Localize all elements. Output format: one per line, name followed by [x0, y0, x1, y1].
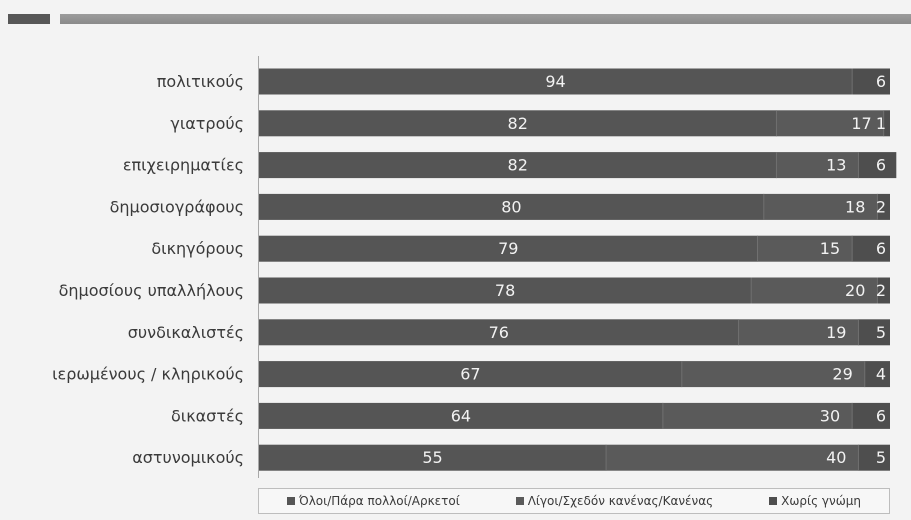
data-label-series-1: 15	[820, 239, 840, 258]
bar-segment-series-2	[864, 361, 890, 388]
legend-swatch-no-opinion	[769, 497, 778, 505]
data-label-series-0: 79	[498, 239, 518, 258]
category-label: δικηγόρους	[151, 239, 244, 258]
bar-segment-series-2	[858, 319, 890, 346]
data-label-series-0: 80	[501, 197, 521, 216]
header-bar	[60, 14, 911, 24]
bar-segment-series-0	[259, 319, 739, 346]
data-label-series-0: 64	[451, 406, 471, 425]
bar-segment-series-0	[259, 68, 853, 95]
bar-segment-series-1	[662, 402, 853, 429]
category-label: γιατρούς	[170, 114, 244, 133]
bar-segment-series-1	[738, 319, 859, 346]
category-label: συνδικαλιστές	[128, 323, 244, 342]
category-label: δημοσίους υπαλλήλους	[59, 281, 244, 300]
legend-label-many: Όλοι/Πάρα πολλοί/Αρκετοί	[298, 494, 460, 508]
bar-segment-series-0	[259, 444, 607, 471]
data-label-series-0: 76	[489, 323, 509, 342]
data-label-series-2: 2	[876, 281, 886, 300]
data-label-series-0: 82	[508, 114, 528, 133]
category-label: αστυνομικούς	[132, 448, 244, 467]
legend-item-few: Λίγοι/Σχεδόν κανένας/Κανένας	[515, 494, 714, 508]
data-label-series-2: 2	[876, 197, 886, 216]
data-label-series-0: 78	[495, 281, 515, 300]
legend-swatch-few	[515, 497, 524, 505]
bar-segment-series-1	[681, 361, 865, 388]
bar-segment-series-0	[259, 152, 777, 179]
data-label-series-1: 13	[826, 156, 846, 175]
bar-segment-series-1	[606, 444, 859, 471]
data-label-series-0: 82	[508, 156, 528, 175]
chart-legend: Όλοι/Πάρα πολλοί/Αρκετοί Λίγοι/Σχεδόν κα…	[258, 488, 890, 514]
data-label-series-1: 19	[826, 323, 846, 342]
category-label: ιερωμένους / κληρικούς	[52, 365, 244, 384]
stacked-bar-chart: πολιτικούς 94 6 γιατρούς 82 17 1 επιχειρηματίες…	[52, 56, 897, 478]
category-label: δημοσιογράφους	[110, 197, 244, 216]
data-label-series-2: 4	[876, 365, 886, 384]
data-label-series-0: 94	[545, 72, 565, 91]
data-label-series-1: 40	[826, 448, 846, 467]
data-label-series-2: 6	[876, 72, 886, 91]
legend-label-few: Λίγοι/Σχεδόν κανένας/Κανένας	[527, 494, 714, 508]
header-accent-bar	[8, 14, 50, 24]
data-label-series-0: 55	[422, 448, 442, 467]
bar-segment-series-2	[877, 277, 890, 304]
bar-segment-series-2	[877, 193, 890, 220]
data-label-series-2: 6	[876, 156, 886, 175]
data-label-series-0: 67	[460, 365, 480, 384]
data-label-series-2: 1	[876, 114, 886, 133]
legend-label-no-opinion: Χωρίς γνώμη	[781, 494, 862, 508]
bar-segment-series-0	[259, 110, 777, 137]
data-label-series-1: 17	[851, 114, 871, 133]
bar-segment-series-1	[763, 193, 878, 220]
bar-segment-series-1	[757, 235, 853, 262]
bar-segment-series-0	[259, 235, 758, 262]
legend-swatch-many	[286, 497, 295, 505]
category-label: δικαστές	[171, 406, 244, 425]
bar-segment-series-0	[259, 402, 663, 429]
category-label: επιχειρηματίες	[123, 156, 244, 175]
bar-segment-series-1	[776, 110, 884, 137]
data-label-series-2: 5	[876, 448, 886, 467]
bar-segment-series-0	[259, 193, 764, 220]
bar-segment-series-1	[776, 152, 859, 179]
legend-item-many: Όλοι/Πάρα πολλοί/Αρκετοί	[286, 494, 460, 508]
bar-segment-series-2	[852, 235, 890, 262]
bar-segment-series-2	[883, 110, 890, 137]
bar-segment-series-1	[751, 277, 878, 304]
data-label-series-2: 6	[876, 406, 886, 425]
bar-segment-series-2	[852, 68, 890, 95]
category-label: πολιτικούς	[157, 72, 244, 91]
data-label-series-2: 6	[876, 239, 886, 258]
data-label-series-1: 30	[820, 406, 840, 425]
data-label-series-1: 18	[845, 197, 865, 216]
data-label-series-1: 20	[845, 281, 865, 300]
bar-segment-series-0	[259, 361, 682, 388]
data-label-series-2: 5	[876, 323, 886, 342]
bar-segment-series-0	[259, 277, 752, 304]
bar-segment-series-2	[852, 402, 890, 429]
data-label-series-1: 29	[832, 365, 852, 384]
legend-item-no-opinion: Χωρίς γνώμη	[769, 494, 861, 508]
bar-segment-series-2	[858, 444, 890, 471]
bar-segment-series-2	[858, 152, 897, 179]
